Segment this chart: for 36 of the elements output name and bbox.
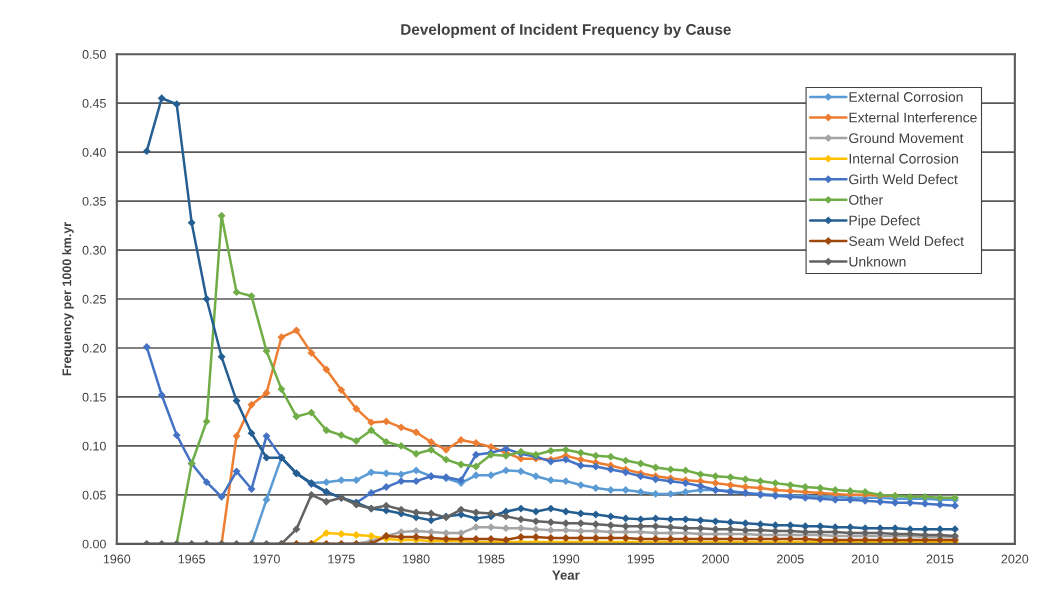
y-tick-label: 0.00 bbox=[82, 539, 106, 549]
x-tick-label: 2020 bbox=[1001, 554, 1029, 564]
x-tick-label: 1965 bbox=[178, 554, 206, 564]
legend-label: Unknown bbox=[849, 256, 906, 267]
x-tick-label: 1960 bbox=[103, 554, 131, 564]
legend-label: Seam Weld Defect bbox=[849, 235, 964, 246]
x-tick-label: 2010 bbox=[851, 554, 879, 564]
y-tick-label: 0.45 bbox=[82, 98, 106, 108]
y-tick-label: 0.20 bbox=[82, 343, 106, 353]
y-tick-label: 0.35 bbox=[82, 196, 106, 206]
legend-label: Ground Movement bbox=[849, 132, 964, 144]
y-tick-label: 0.40 bbox=[82, 147, 106, 157]
y-axis-title: Frequency per 1000 km.yr bbox=[62, 222, 74, 376]
x-tick-label: 2015 bbox=[926, 554, 954, 564]
x-tick-label: 1980 bbox=[403, 554, 430, 564]
chart-title: Development of Incident Frequency by Cause bbox=[401, 23, 731, 38]
legend-label: External Corrosion bbox=[849, 91, 963, 102]
y-tick-label: 0.15 bbox=[82, 392, 106, 402]
y-tick-label: 0.50 bbox=[82, 50, 106, 59]
y-tick-label: 0.30 bbox=[82, 245, 106, 255]
x-tick-label: 1995 bbox=[627, 554, 655, 564]
x-tick-label: 1985 bbox=[478, 554, 505, 564]
x-tick-label: 1975 bbox=[328, 554, 355, 564]
x-tick-label: 2005 bbox=[777, 554, 804, 564]
y-tick-label: 0.05 bbox=[82, 490, 106, 500]
legend-label: Pipe Defect bbox=[849, 215, 921, 229]
x-tick-label: 2000 bbox=[702, 554, 729, 564]
x-tick-label: 1970 bbox=[253, 554, 280, 564]
legend-label: Internal Corrosion bbox=[849, 153, 958, 164]
x-axis-title: Year bbox=[552, 570, 580, 580]
legend-label: Other bbox=[849, 194, 883, 205]
y-tick-label: 0.10 bbox=[82, 441, 106, 451]
legend-label: Girth Weld Defect bbox=[849, 174, 958, 185]
legend-label: External Interference bbox=[849, 112, 977, 123]
y-tick-label: 0.25 bbox=[82, 294, 106, 304]
x-tick-label: 1990 bbox=[552, 554, 580, 564]
